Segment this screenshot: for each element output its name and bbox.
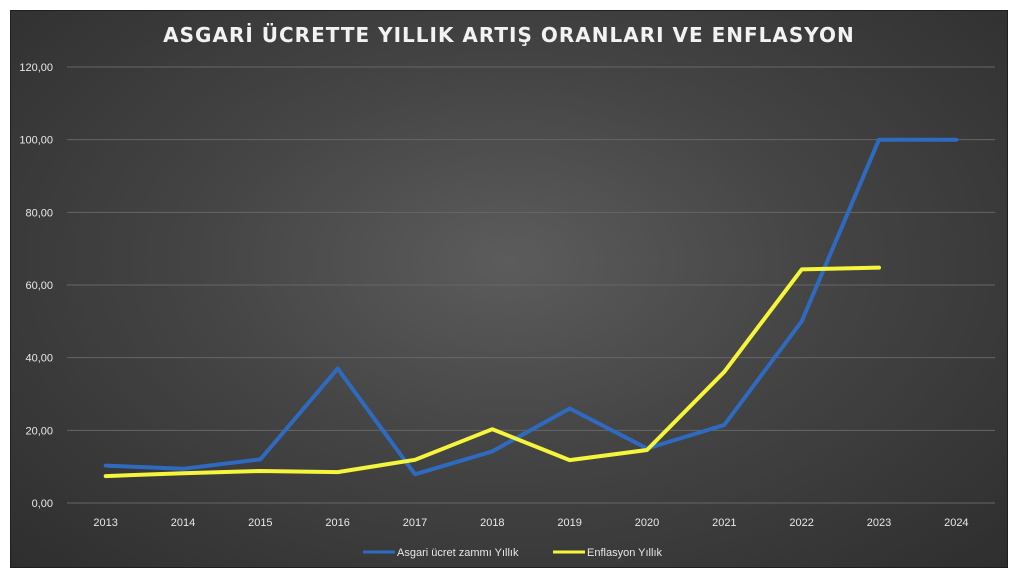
chart-area: ASGARİ ÜCRETTE YILLIK ARTIŞ ORANLARI VE … — [10, 10, 1008, 568]
series-lines — [103, 137, 959, 479]
x-tick-label: 2018 — [480, 517, 504, 529]
x-axis-ticks: 2013 2014 2015 2016 2017 2018 2019 2020 2021 2022… — [93, 517, 968, 529]
x-tick-label: 2022 — [789, 517, 813, 529]
gridlines — [67, 66, 995, 504]
x-tick-label: 2020 — [635, 517, 659, 529]
y-tick-label: 120,00 — [19, 62, 53, 74]
x-tick-label: 2019 — [557, 517, 581, 529]
x-tick-label: 2017 — [403, 517, 427, 529]
x-tick-label: 2016 — [325, 517, 349, 529]
x-tick-label: 2023 — [867, 517, 891, 529]
x-tick-label: 2024 — [944, 517, 968, 529]
legend-label: Enflasyon Yıllık — [587, 547, 663, 559]
y-tick-label: 80,00 — [25, 207, 53, 219]
y-tick-label: 60,00 — [25, 280, 53, 292]
y-tick-label: 20,00 — [25, 425, 53, 437]
x-tick-label: 2021 — [712, 517, 736, 529]
chart-title: ASGARİ ÜCRETTE YILLIK ARTIŞ ORANLARI VE … — [163, 23, 855, 47]
y-tick-label: 40,00 — [25, 353, 53, 365]
legend: Asgari ücret zammı Yıllık Enflasyon Yıllı… — [363, 547, 663, 559]
line-chart: ASGARİ ÜCRETTE YILLIK ARTIŞ ORANLARI VE … — [19, 23, 995, 559]
x-tick-label: 2013 — [93, 517, 117, 529]
x-tick-label: 2015 — [248, 517, 272, 529]
legend-label: Asgari ücret zammı Yıllık — [397, 547, 519, 559]
y-tick-label: 0,00 — [32, 498, 53, 510]
series-line — [103, 137, 959, 477]
x-tick-label: 2014 — [171, 517, 195, 529]
y-axis-ticks: 0,00 20,00 40,00 60,00 80,00 100,00 120,00 — [19, 62, 53, 510]
y-tick-label: 100,00 — [19, 135, 53, 147]
